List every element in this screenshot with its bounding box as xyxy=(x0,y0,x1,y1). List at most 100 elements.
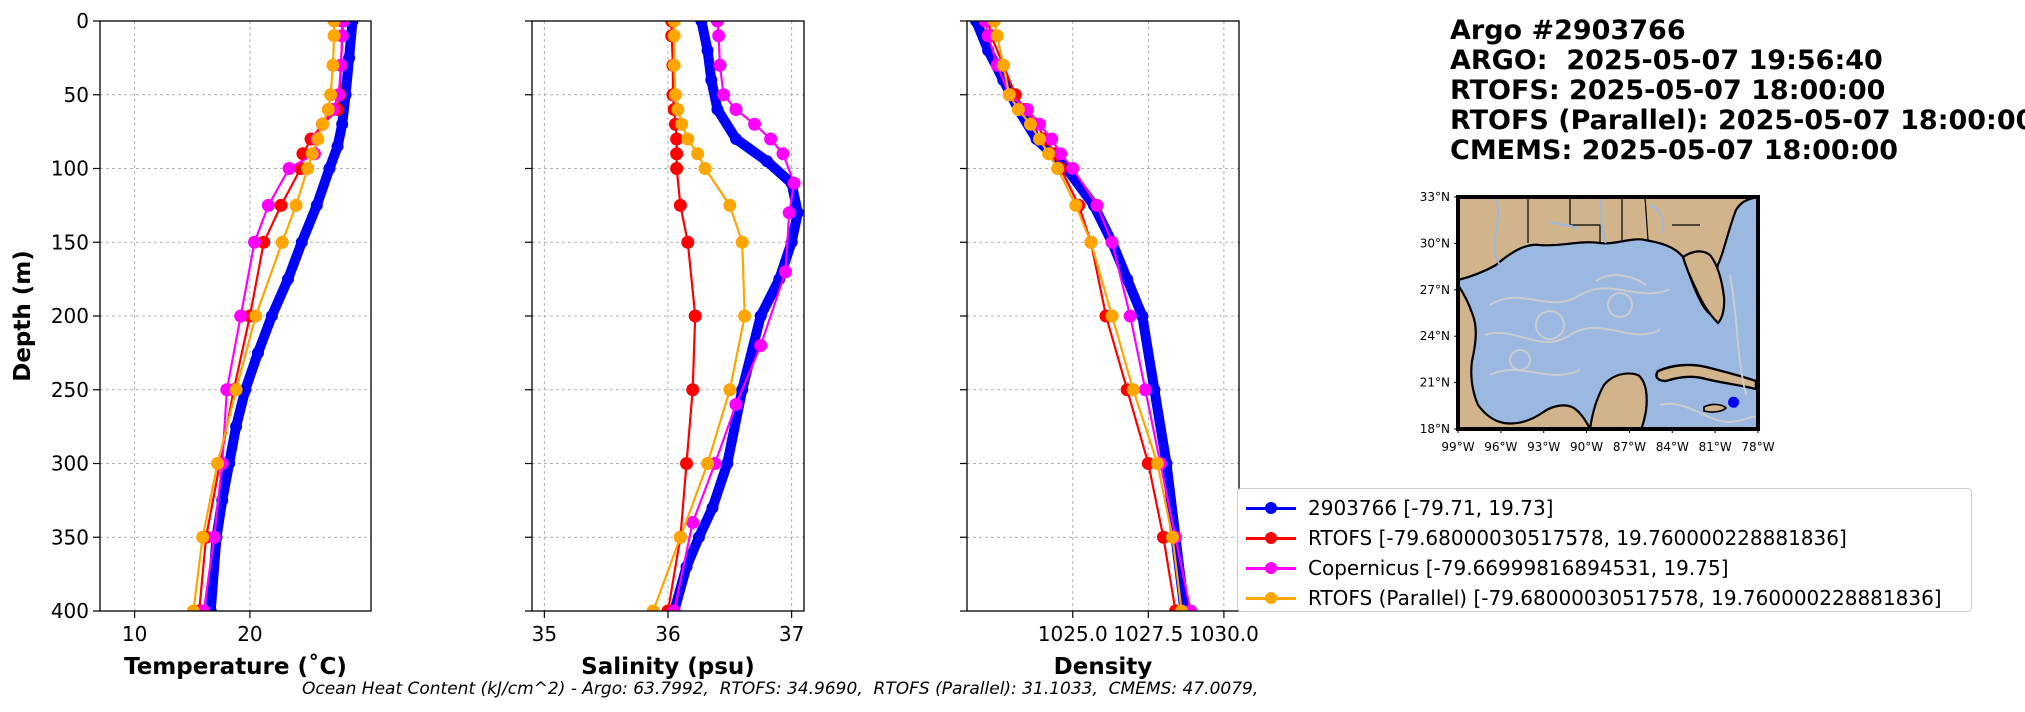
data-point-copernicus xyxy=(1090,198,1104,212)
data-point-copernicus xyxy=(787,176,801,190)
data-point-copernicus xyxy=(1054,147,1068,161)
x-axis-label: Temperature (˚C) xyxy=(124,653,347,680)
data-point-parallel xyxy=(275,235,289,249)
data-point-rtofs xyxy=(670,132,684,146)
map-florida xyxy=(1681,250,1726,325)
data-point-rtofs xyxy=(681,235,695,249)
map-lat-label: 30°N xyxy=(1420,236,1450,250)
map-lat-label: 24°N xyxy=(1420,329,1450,343)
legend-swatch-rtofs xyxy=(1246,528,1296,548)
series-line-copernicus xyxy=(983,21,1192,611)
data-point-copernicus xyxy=(197,604,211,611)
map-lon-label: 78°W xyxy=(1741,440,1774,454)
data-point-copernicus xyxy=(207,530,221,544)
series-group xyxy=(186,21,359,611)
data-point-argo xyxy=(230,420,243,433)
data-point-parallel xyxy=(691,147,705,161)
legend-label-parallel: RTOFS (Parallel) [-79.68000030517578, 19… xyxy=(1308,586,1942,610)
legend-item-rtofs: RTOFS [-79.68000030517578, 19.7600002288… xyxy=(1246,523,1963,553)
data-point-argo xyxy=(695,21,708,27)
data-point-parallel xyxy=(646,604,660,611)
data-point-copernicus xyxy=(981,29,995,43)
data-point-rtofs xyxy=(257,235,271,249)
y-axis-label: Depth (m) xyxy=(10,250,36,382)
title-line-argo-id: Argo #2903766 xyxy=(1450,15,1686,46)
series-group xyxy=(646,21,804,611)
map-currents xyxy=(1484,274,1757,423)
data-point-argo xyxy=(251,346,264,359)
data-point-parallel xyxy=(735,235,749,249)
data-point-parallel xyxy=(305,147,319,161)
data-point-parallel xyxy=(723,198,737,212)
data-point-argo xyxy=(721,457,734,470)
data-point-parallel xyxy=(1002,88,1016,102)
title-line-argo-time: ARGO: 2025-05-07 19:56:40 xyxy=(1450,45,1883,76)
x-tick-label-1030-0: 1030.0 xyxy=(1189,622,1259,646)
data-point-copernicus xyxy=(776,147,790,161)
legend-item-parallel: RTOFS (Parallel) [-79.68000030517578, 19… xyxy=(1246,583,1963,613)
data-point-copernicus xyxy=(248,235,262,249)
data-point-argo xyxy=(343,51,356,64)
data-point-copernicus xyxy=(1066,162,1080,175)
series-line-parallel xyxy=(652,21,746,611)
series-line-copernicus xyxy=(202,21,345,611)
title-line-rtofs-time: RTOFS: 2025-05-07 18:00:00 xyxy=(1450,75,1886,106)
map-lon-label: 87°W xyxy=(1613,440,1646,454)
data-point-copernicus xyxy=(686,516,700,529)
data-point-copernicus xyxy=(234,309,248,323)
y-tick-label-350: 350 xyxy=(51,525,89,549)
data-point-copernicus xyxy=(1020,103,1034,116)
temperature-panel: 0 50 100 150 200 250 300 350 400 10 20 Temperature … xyxy=(10,9,372,680)
data-point-argo xyxy=(754,310,767,322)
data-point-rtofs xyxy=(296,147,310,161)
map-lat-label: 21°N xyxy=(1420,376,1450,390)
y-tick-label-50: 50 xyxy=(64,83,89,107)
data-point-parallel xyxy=(186,604,200,611)
data-point-copernicus xyxy=(717,88,731,102)
data-point-rtofs xyxy=(1141,457,1155,470)
map-lon-label: 96°W xyxy=(1484,440,1517,454)
data-point-parallel xyxy=(1105,309,1119,323)
map-lon-label: 93°W xyxy=(1527,440,1560,454)
data-point-parallel xyxy=(324,88,338,102)
legend-item-argo: 2903766 [-79.71, 19.73] xyxy=(1246,493,1963,523)
data-point-parallel xyxy=(738,309,752,323)
legend-item-copernicus: Copernicus [-79.66999816894531, 19.75] xyxy=(1246,553,1963,583)
data-point-parallel xyxy=(667,58,681,72)
data-point-parallel xyxy=(301,162,315,175)
data-point-parallel xyxy=(229,383,243,397)
data-point-parallel xyxy=(326,58,340,72)
y-tick-label-300: 300 xyxy=(51,452,89,476)
data-point-copernicus xyxy=(1138,383,1152,397)
legend-label-rtofs: RTOFS [-79.68000030517578, 19.7600002288… xyxy=(1308,526,1847,550)
map-lon-labels: 99°W 96°W 93°W 90°W 87°W 84°W 81°W 78°W xyxy=(1441,429,1775,454)
y-tick-label-400: 400 xyxy=(51,599,89,623)
map-lat-label: 18°N xyxy=(1420,422,1450,436)
map-border xyxy=(1456,195,1760,431)
legend: 2903766 [-79.71, 19.73] RTOFS [-79.68000… xyxy=(1237,488,1972,612)
y-tick-label-0: 0 xyxy=(76,9,89,33)
x-axis-label: Density xyxy=(1054,654,1153,680)
data-point-argo xyxy=(706,501,719,514)
data-point-parallel xyxy=(673,530,687,544)
data-point-parallel xyxy=(1175,604,1189,611)
data-point-rtofs xyxy=(680,457,694,470)
data-point-rtofs xyxy=(686,383,700,397)
data-point-copernicus xyxy=(261,198,275,212)
data-point-rtofs xyxy=(688,309,702,323)
x-tick-label-37: 37 xyxy=(779,622,804,646)
x-tick-label-36: 36 xyxy=(655,622,680,646)
data-point-rtofs xyxy=(1156,530,1170,544)
data-point-parallel xyxy=(316,117,330,131)
map-lon-label: 99°W xyxy=(1441,440,1474,454)
data-point-copernicus xyxy=(667,604,681,611)
data-point-parallel xyxy=(698,162,712,175)
legend-label-copernicus: Copernicus [-79.66999816894531, 19.75] xyxy=(1308,556,1729,580)
data-point-argo xyxy=(1136,310,1149,322)
data-point-argo xyxy=(1148,383,1161,396)
map-lat-labels: 33°N 30°N 27°N 24°N 21°N 18°N xyxy=(1420,190,1458,436)
ocean-heat-content-note: Ocean Heat Content (kJ/cm^2) - Argo: 63.… xyxy=(302,679,1259,699)
data-point-rtofs xyxy=(670,162,684,175)
series-line-parallel xyxy=(192,21,336,611)
